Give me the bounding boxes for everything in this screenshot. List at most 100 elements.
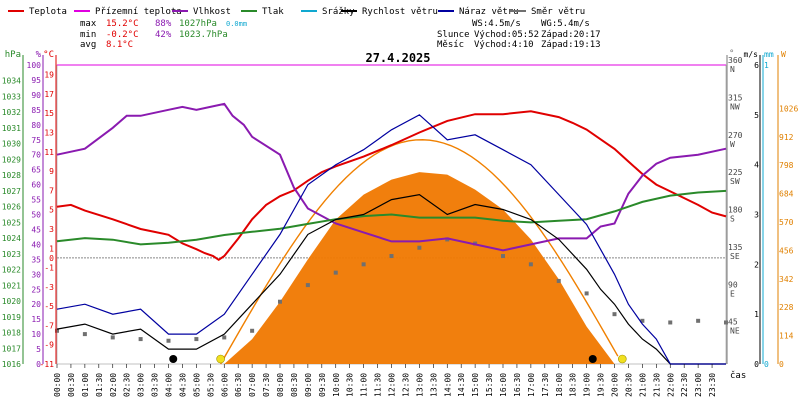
wind-dir-point-3: [138, 337, 143, 342]
x-tick-label-6: 03:00: [137, 373, 146, 397]
wind-dir-point-5: [194, 337, 199, 342]
axis-hpa-tick-3: 1019: [2, 313, 21, 322]
axis-pct-tick-10: 50: [31, 211, 41, 220]
axis-dir-tick-0: 360: [728, 56, 743, 65]
axis-celsius-tick-9: 5: [49, 206, 54, 215]
axis-hpa-tick-14: 1030: [2, 140, 21, 149]
wind-dir-point-19: [584, 291, 589, 296]
x-tick-label-39: 19:30: [597, 373, 606, 397]
moonrise-marker: [169, 355, 178, 363]
axis-dir-compass-7: NE: [730, 327, 740, 336]
x-tick-label-32: 16:00: [499, 373, 508, 397]
axis-pct-tick-4: 20: [31, 300, 41, 309]
x-axis-label: čas: [730, 370, 746, 381]
axis-wm2-tick-3: 342: [779, 275, 794, 284]
wind-dir-point-24: [724, 320, 728, 325]
wind-dir-point-2: [110, 335, 115, 340]
axis-dir-compass-0: N: [730, 65, 735, 74]
x-tick-label-31: 15:30: [485, 373, 494, 397]
axis-dir-tick-4: 180: [728, 206, 743, 215]
wind-dir-point-0: [55, 328, 59, 333]
axis-pct-tick-11: 55: [31, 196, 41, 205]
wind-dir-point-9: [305, 283, 310, 288]
axis-celsius-tick-5: -1: [44, 264, 54, 273]
axis-ms-tick-3: 3: [754, 211, 759, 220]
x-tick-label-1: 00:30: [67, 373, 76, 397]
axis-dir-compass-2: W: [730, 140, 735, 149]
axis-wm2-tick-6: 684: [779, 190, 794, 199]
x-tick-label-4: 02:00: [109, 373, 118, 397]
stat-max-temp: 15.2°C: [106, 19, 139, 29]
axis-hpa-tick-10: 1026: [2, 203, 21, 212]
axis-hpa-tick-2: 1018: [2, 329, 21, 338]
axis-hpa-tick-13: 1029: [2, 155, 21, 164]
axis-hpa-tick-4: 1020: [2, 297, 21, 306]
x-tick-label-18: 09:00: [304, 373, 313, 397]
axis-hpa-tick-1: 1017: [2, 344, 21, 353]
x-tick-label-26: 13:00: [415, 373, 424, 397]
series-sun-arc: [220, 139, 619, 365]
stat-min-hum: 42%: [155, 30, 172, 40]
x-tick-label-43: 21:30: [652, 373, 661, 397]
axis-title-celsius: °C: [43, 50, 54, 60]
sunrise-marker: [216, 354, 225, 364]
axis-celsius-tick-12: 11: [44, 148, 54, 157]
x-tick-label-29: 14:30: [457, 373, 466, 397]
x-tick-label-5: 02:30: [123, 373, 132, 397]
axis-hpa-tick-7: 1023: [2, 250, 21, 259]
axis-pct-tick-16: 80: [31, 121, 41, 130]
moon-label: Měsíc: [437, 40, 464, 50]
legend-label-3: Tlak: [262, 7, 284, 17]
wind-dir-point-17: [528, 262, 533, 267]
sunrise: Východ:05:52: [474, 30, 539, 40]
axis-celsius-tick-2: -7: [44, 321, 54, 330]
x-tick-label-2: 01:00: [81, 373, 90, 397]
axis-celsius-tick-13: 13: [44, 129, 54, 138]
x-tick-label-13: 06:30: [234, 373, 243, 397]
axis-wm2-tick-7: 798: [779, 161, 794, 170]
axis-ms-tick-0: 0: [754, 360, 759, 369]
axis-hpa-tick-17: 1033: [2, 92, 21, 101]
axis-dir-compass-4: S: [730, 215, 735, 224]
series-line-n-raz-v-tru: [56, 114, 726, 365]
axis-pct-tick-14: 70: [31, 151, 41, 160]
axis-pct-tick-3: 15: [31, 315, 41, 324]
axis-celsius-tick-7: 1: [49, 244, 54, 253]
legend: Teplota Přízemní teplota Vlhkost Tlak Srážky…: [8, 7, 585, 17]
x-tick-label-21: 10:30: [346, 373, 355, 397]
axis-dir-compass-5: SE: [730, 252, 740, 261]
axis-pct-tick-7: 35: [31, 255, 41, 264]
x-tick-label-8: 04:00: [165, 373, 174, 397]
axis-pct-tick-5: 25: [31, 285, 41, 294]
x-tick-label-25: 12:30: [401, 373, 410, 397]
axis-hpa-tick-16: 1032: [2, 108, 21, 117]
chart-title: 27.4.2025: [365, 51, 430, 65]
axis-dir-compass-3: SW: [730, 177, 740, 186]
axis-hpa-tick-12: 1028: [2, 171, 21, 180]
stat-max-press: 1027hPa: [179, 19, 217, 29]
axis-wm2-tick-9: 1026: [779, 104, 798, 113]
axis-dir-tick-5: 135: [728, 243, 743, 252]
x-tick-label-22: 11:00: [360, 373, 369, 397]
axis-title-wm2: W: [781, 50, 786, 59]
stat-max-rain: 0.0mm: [226, 20, 247, 28]
axis-celsius-tick-4: -3: [44, 283, 54, 292]
legend-label-1: Přízemní teplota: [95, 7, 182, 17]
wind-dir-point-23: [696, 318, 701, 323]
axis-wm2-tick-2: 228: [779, 303, 794, 312]
x-tick-label-33: 16:30: [513, 373, 522, 397]
series-solar-area: [224, 172, 615, 364]
axis-ms-tick-5: 5: [754, 111, 759, 120]
x-tick-label-38: 19:00: [583, 373, 592, 397]
stat-max-label: max: [80, 19, 97, 29]
stat-min-temp: -0.2°C: [106, 30, 139, 40]
wind-dir-point-1: [82, 332, 87, 337]
x-tick-label-3: 01:30: [95, 373, 104, 397]
axis-pct-tick-0: 0: [36, 360, 41, 369]
x-tick-label-45: 22:30: [680, 373, 689, 397]
x-tick-label-30: 15:00: [471, 373, 480, 397]
wind-dir-point-13: [417, 245, 422, 250]
x-tick-label-15: 07:30: [262, 373, 271, 397]
x-tick-label-19: 09:30: [318, 373, 327, 397]
